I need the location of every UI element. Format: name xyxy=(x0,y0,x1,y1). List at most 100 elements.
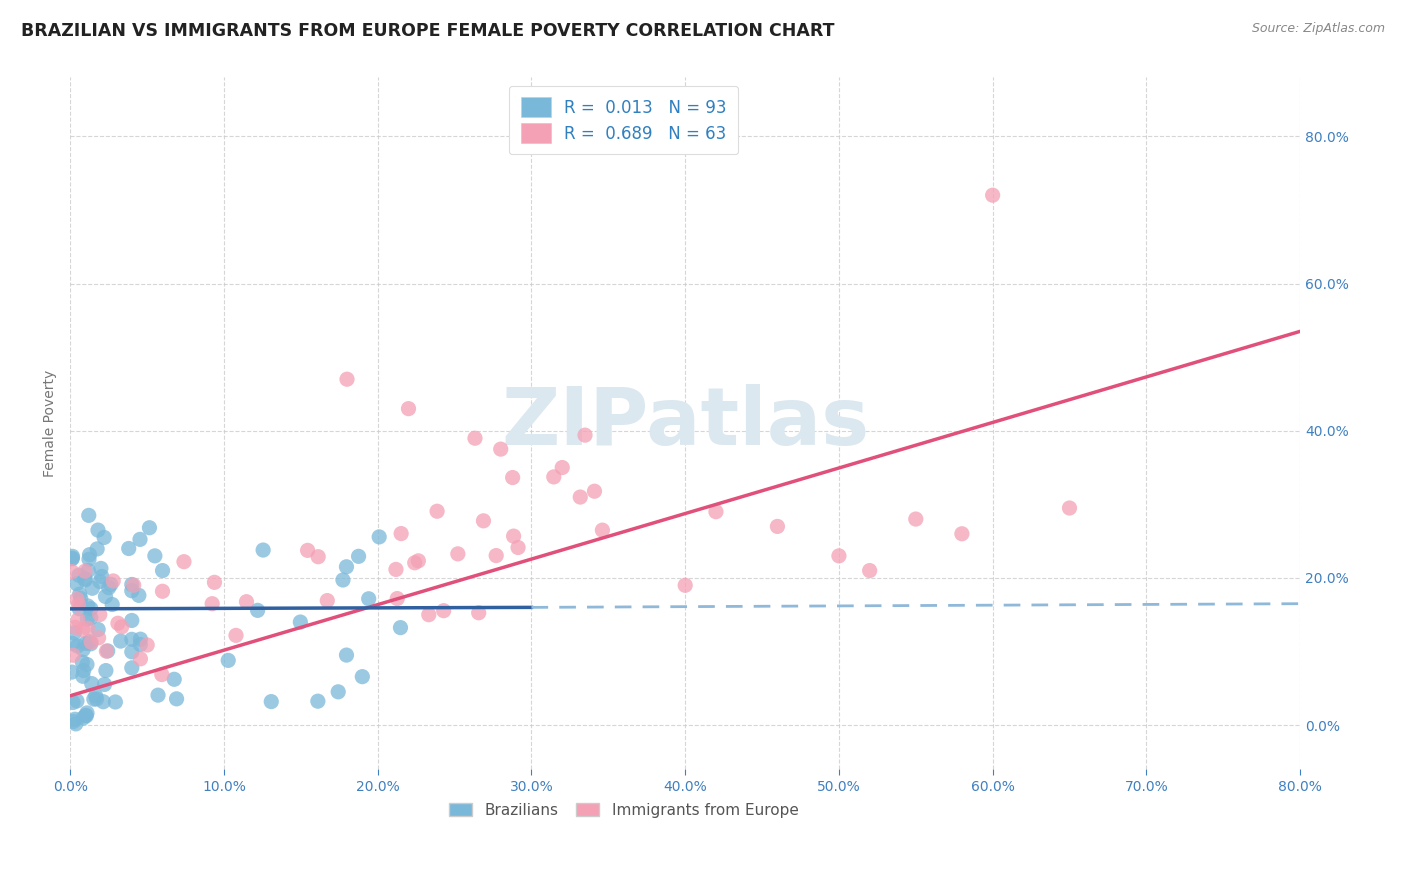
Point xyxy=(66,576,89,591)
Point xyxy=(408,554,430,568)
Point xyxy=(235,595,257,609)
Point xyxy=(426,504,449,518)
Point xyxy=(904,512,927,526)
Point xyxy=(128,588,150,602)
Point xyxy=(87,523,110,537)
Point xyxy=(152,584,174,599)
Point xyxy=(89,607,111,622)
Point xyxy=(433,604,456,618)
Point xyxy=(86,541,108,556)
Point xyxy=(1059,501,1081,516)
Point xyxy=(418,607,440,622)
Point xyxy=(82,581,104,595)
Point xyxy=(94,590,117,604)
Point xyxy=(65,717,87,731)
Point xyxy=(67,601,90,615)
Point xyxy=(72,642,94,657)
Point xyxy=(704,505,727,519)
Point xyxy=(332,573,354,587)
Point xyxy=(103,574,125,588)
Point xyxy=(76,599,98,613)
Point xyxy=(86,692,108,706)
Point xyxy=(80,601,103,615)
Point xyxy=(90,561,112,575)
Point xyxy=(260,695,283,709)
Point xyxy=(121,661,143,675)
Point xyxy=(121,614,143,628)
Point xyxy=(87,623,110,637)
Point xyxy=(65,620,87,634)
Point xyxy=(75,708,97,723)
Point xyxy=(75,572,97,586)
Point xyxy=(121,632,143,647)
Text: BRAZILIAN VS IMMIGRANTS FROM EUROPE FEMALE POVERTY CORRELATION CHART: BRAZILIAN VS IMMIGRANTS FROM EUROPE FEMA… xyxy=(21,22,835,40)
Point xyxy=(583,484,606,499)
Point xyxy=(76,621,98,635)
Point xyxy=(93,531,115,545)
Point xyxy=(77,508,100,523)
Point xyxy=(72,623,94,637)
Point xyxy=(60,565,83,579)
Point xyxy=(90,569,112,583)
Point xyxy=(60,551,83,566)
Point xyxy=(328,685,350,699)
Point xyxy=(72,664,94,678)
Point xyxy=(981,188,1004,202)
Point xyxy=(290,615,312,629)
Point xyxy=(66,592,89,607)
Point xyxy=(252,543,274,558)
Point xyxy=(246,603,269,617)
Point xyxy=(73,564,96,578)
Point xyxy=(138,521,160,535)
Point xyxy=(166,691,188,706)
Point xyxy=(389,526,412,541)
Point xyxy=(111,620,134,634)
Point xyxy=(204,575,226,590)
Point xyxy=(118,541,141,556)
Point xyxy=(75,708,97,723)
Point xyxy=(66,694,89,708)
Point xyxy=(766,519,789,533)
Point xyxy=(489,442,512,457)
Point xyxy=(389,621,412,635)
Point xyxy=(110,634,132,648)
Point xyxy=(80,637,103,651)
Point xyxy=(87,631,110,645)
Point xyxy=(316,593,339,607)
Point xyxy=(122,578,145,592)
Point xyxy=(93,677,115,691)
Point xyxy=(121,577,143,591)
Point xyxy=(569,490,592,504)
Point xyxy=(104,695,127,709)
Point xyxy=(129,632,152,647)
Point xyxy=(84,689,107,703)
Point xyxy=(357,591,380,606)
Point xyxy=(467,606,489,620)
Point xyxy=(673,578,696,592)
Point xyxy=(335,559,357,574)
Point xyxy=(143,549,166,563)
Text: ZIPatlas: ZIPatlas xyxy=(501,384,869,462)
Point xyxy=(69,587,91,601)
Point xyxy=(80,676,103,690)
Point xyxy=(502,470,524,484)
Point xyxy=(335,648,357,662)
Legend: Brazilians, Immigrants from Europe: Brazilians, Immigrants from Europe xyxy=(443,797,804,824)
Point xyxy=(502,529,524,543)
Point xyxy=(150,667,173,681)
Point xyxy=(72,711,94,725)
Point xyxy=(129,652,152,666)
Point xyxy=(96,644,118,658)
Point xyxy=(950,526,973,541)
Point xyxy=(76,657,98,672)
Point xyxy=(163,673,186,687)
Y-axis label: Female Poverty: Female Poverty xyxy=(44,370,58,477)
Point xyxy=(77,564,100,578)
Point xyxy=(60,636,83,650)
Point xyxy=(152,564,174,578)
Point xyxy=(97,581,120,595)
Point xyxy=(67,598,90,612)
Point xyxy=(91,695,114,709)
Point xyxy=(828,549,851,563)
Point xyxy=(307,694,329,708)
